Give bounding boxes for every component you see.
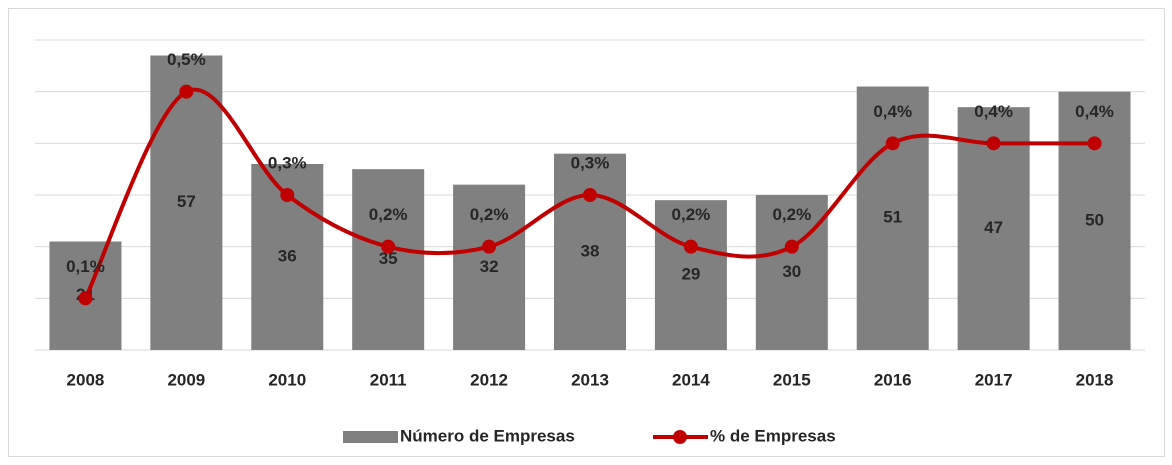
line-value-label: 0,4%	[1075, 102, 1114, 121]
line-marker	[381, 239, 396, 254]
x-tick-label: 2017	[975, 370, 1013, 389]
bar	[554, 153, 626, 350]
bar	[150, 55, 223, 350]
legend-label: % de Empresas	[710, 426, 836, 445]
legend-swatch	[343, 431, 398, 443]
line-marker	[583, 188, 597, 202]
bar-value-label: 50	[1085, 210, 1104, 229]
line-marker	[482, 239, 497, 254]
line-value-label: 0,2%	[470, 205, 509, 224]
line	[83, 87, 1095, 300]
line-value-label: 0,4%	[974, 102, 1013, 121]
bar-value-label: 57	[177, 192, 196, 211]
line-marker	[280, 188, 295, 202]
bar	[352, 169, 425, 350]
x-tick-label: 2018	[1076, 370, 1114, 389]
line-value-label: 0,2%	[369, 205, 408, 224]
line-value-label: 0,3%	[268, 153, 307, 172]
line-marker	[885, 136, 900, 151]
x-tick-label: 2009	[167, 370, 205, 389]
x-tick-label: 2010	[268, 370, 306, 389]
bar-value-label: 32	[480, 257, 499, 276]
line-marker	[683, 239, 698, 254]
line-value-label: 0,1%	[66, 257, 105, 276]
line-value-label: 0,3%	[571, 153, 610, 172]
bar	[755, 195, 828, 350]
line-value-label: 0,2%	[672, 205, 711, 224]
line-marker	[1087, 136, 1102, 151]
bar	[453, 184, 526, 350]
legend-swatch-marker	[673, 430, 687, 444]
x-tick-label: 2012	[470, 370, 508, 389]
legend-label: Número de Empresas	[400, 426, 575, 445]
bar-value-label: 47	[984, 218, 1003, 237]
line-marker	[986, 136, 1001, 151]
bar-value-label: 36	[278, 246, 297, 265]
line-value-label: 0,2%	[772, 205, 811, 224]
line-marker	[78, 291, 93, 306]
line-marker	[179, 84, 194, 99]
bar-value-label: 30	[782, 262, 801, 281]
bar	[654, 200, 727, 350]
x-tick-label: 2011	[370, 370, 407, 389]
line-value-label: 0,4%	[873, 102, 912, 121]
line-value-label: 0,5%	[167, 50, 206, 69]
bar	[1058, 91, 1131, 351]
x-tick-label: 2013	[571, 370, 609, 389]
x-tick-label: 2014	[672, 370, 710, 389]
bar-value-label: 51	[883, 208, 902, 227]
bar-value-label: 35	[379, 249, 398, 268]
bar-value-label: 29	[681, 265, 700, 284]
x-tick-label: 2016	[874, 370, 912, 389]
bar-value-label: 38	[581, 241, 600, 260]
bar	[856, 86, 929, 350]
x-tick-label: 2015	[773, 370, 811, 389]
line-marker	[784, 239, 799, 254]
x-tick-label: 2008	[67, 370, 105, 389]
